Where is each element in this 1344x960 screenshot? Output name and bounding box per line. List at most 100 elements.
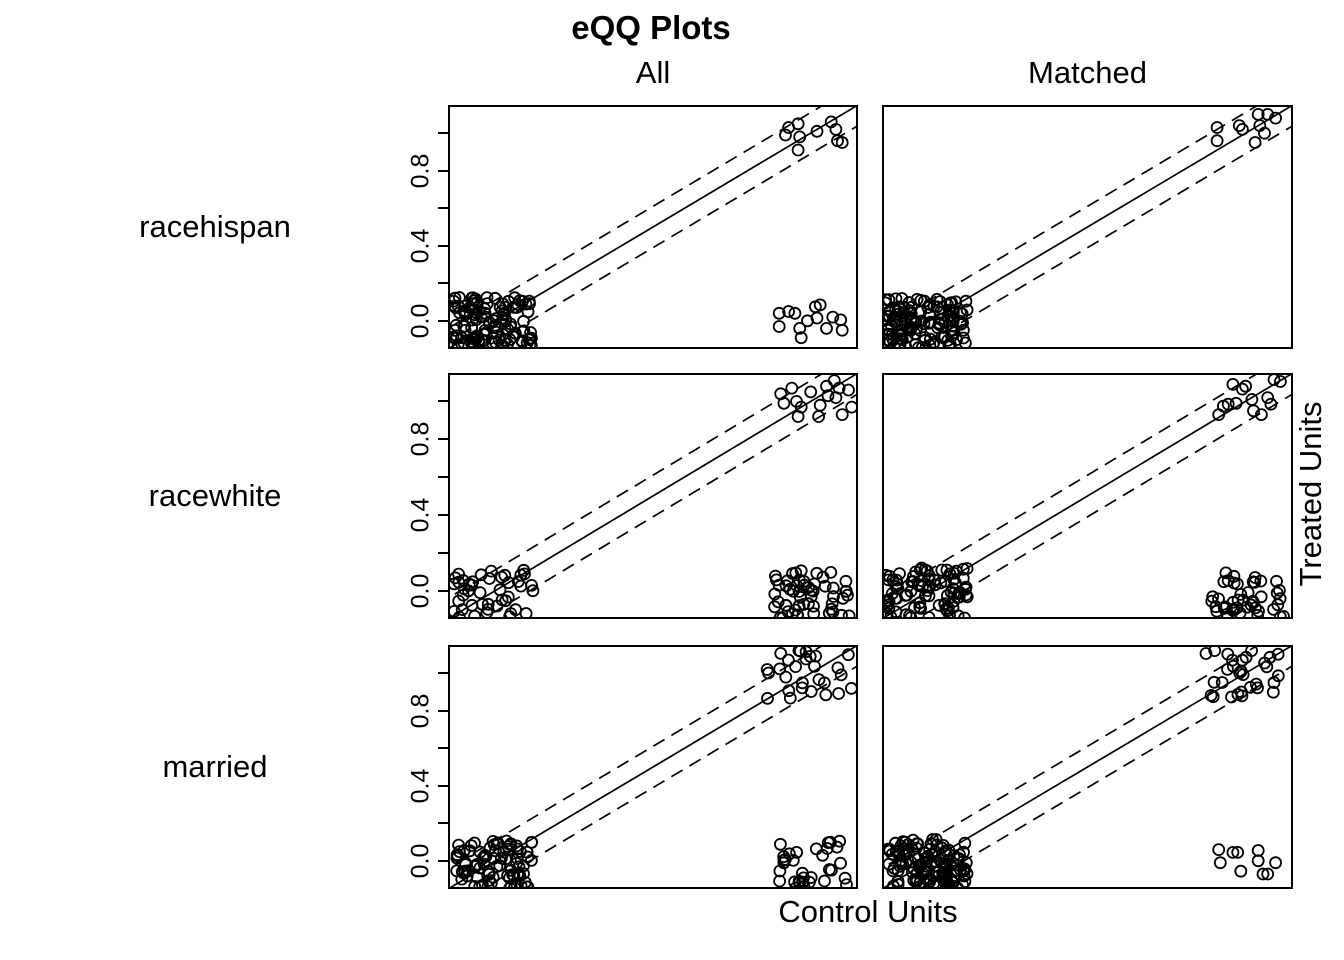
y-axis-tick-label: 0.0 (406, 303, 435, 339)
data-point-circle (922, 316, 936, 330)
qq-plot-canvas (448, 373, 858, 619)
data-point-circle (1249, 677, 1263, 691)
data-point-circle (457, 582, 471, 596)
data-point-circle (937, 861, 951, 875)
data-point-circle (795, 681, 809, 695)
data-point-circle (797, 597, 811, 611)
data-point-circle (952, 590, 966, 604)
data-point-circle (773, 874, 787, 888)
panel-border (448, 645, 858, 889)
data-point-circle (827, 590, 840, 603)
data-point-circle (945, 319, 959, 333)
y-axis-tick (438, 169, 448, 172)
data-point-circle (481, 597, 495, 611)
data-point-circle (1207, 675, 1221, 689)
data-point-circle (819, 688, 833, 702)
data-point-circle (1271, 647, 1285, 661)
data-point-circle (487, 838, 501, 852)
data-point-circle (504, 607, 518, 619)
data-point-circle (825, 597, 839, 611)
data-point-circle (844, 682, 858, 695)
data-point-circle (810, 311, 824, 325)
data-point-circle (496, 313, 509, 327)
data-points (448, 115, 849, 349)
data-point-circle (501, 869, 514, 883)
data-point-circle (906, 570, 920, 583)
data-point-circle (882, 313, 893, 326)
data-point-circle (782, 684, 796, 698)
data-point-circle (1235, 382, 1249, 396)
data-point-circle (1199, 647, 1213, 660)
data-point-circle (826, 310, 840, 324)
data-point-circle (1254, 574, 1268, 588)
data-point-circle (519, 297, 533, 311)
data-point-circle (845, 400, 858, 414)
data-point-circle (834, 668, 848, 682)
data-point-circle (777, 396, 791, 410)
data-point-circle (938, 597, 952, 611)
data-point-circle (896, 835, 910, 849)
y-axis-tick-label: 0.4 (406, 497, 435, 533)
y-axis-tick (438, 859, 448, 862)
data-point-circle (834, 856, 847, 870)
data-point-circle (928, 578, 942, 592)
data-point-circle (946, 582, 960, 595)
data-point-circle (839, 574, 853, 588)
data-point-circle (810, 124, 824, 138)
data-point-circle (900, 330, 914, 344)
data-point-circle (900, 588, 914, 602)
data-point-circle (526, 584, 540, 598)
data-point-circle (934, 576, 948, 590)
data-point-circle (474, 568, 488, 582)
data-point-circle (461, 864, 475, 878)
data-point-circle (773, 662, 787, 676)
data-point-circle (817, 676, 831, 690)
data-point-circle (838, 871, 852, 885)
data-point-circle (1261, 391, 1275, 405)
data-point-circle (455, 331, 469, 345)
panel-border (882, 105, 1293, 349)
data-point-circle (886, 573, 900, 587)
y-axis-tick-label: 0.0 (406, 573, 435, 608)
data-point-circle (911, 852, 925, 865)
data-point-circle (829, 391, 843, 405)
data-point-circle (774, 646, 788, 660)
data-point-circle (816, 570, 830, 584)
data-point-circle (783, 582, 797, 596)
data-point-circle (949, 564, 963, 578)
data-point-circle (507, 300, 521, 314)
data-point-circle (516, 294, 529, 308)
data-point-circle (790, 845, 804, 859)
y-axis-tick-label: 0.0 (406, 843, 435, 879)
data-point-circle (483, 572, 496, 585)
panel-border (882, 645, 1293, 889)
data-point-circle (1271, 669, 1285, 683)
row-label-married: married (162, 749, 268, 784)
data-point-circle (495, 570, 508, 584)
data-point-circle (1274, 610, 1287, 619)
data-point-circle (488, 320, 502, 334)
data-point-circle (812, 410, 826, 423)
data-point-circle (795, 676, 809, 690)
data-point-circle (947, 566, 961, 580)
data-point-circle (935, 563, 949, 577)
data-point-circle (452, 845, 466, 859)
data-point-circle (904, 855, 918, 869)
data-point-circle (1261, 867, 1275, 881)
data-point-circle (797, 880, 811, 889)
data-point-circle (791, 143, 805, 157)
lower-band-line (481, 124, 858, 349)
data-point-circle (777, 856, 791, 870)
data-point-circle (882, 322, 894, 336)
data-point-circle (832, 687, 846, 700)
data-points (882, 645, 1285, 889)
data-point-circle (768, 569, 782, 583)
qq-plot-canvas (448, 105, 858, 349)
data-point-circle (1251, 844, 1265, 857)
y-axis-tick (438, 709, 448, 712)
data-point-circle (772, 320, 786, 333)
qq-plot-canvas (882, 105, 1293, 349)
data-point-circle (793, 130, 807, 144)
data-point-circle (1210, 134, 1224, 148)
data-point-circle (939, 602, 953, 616)
